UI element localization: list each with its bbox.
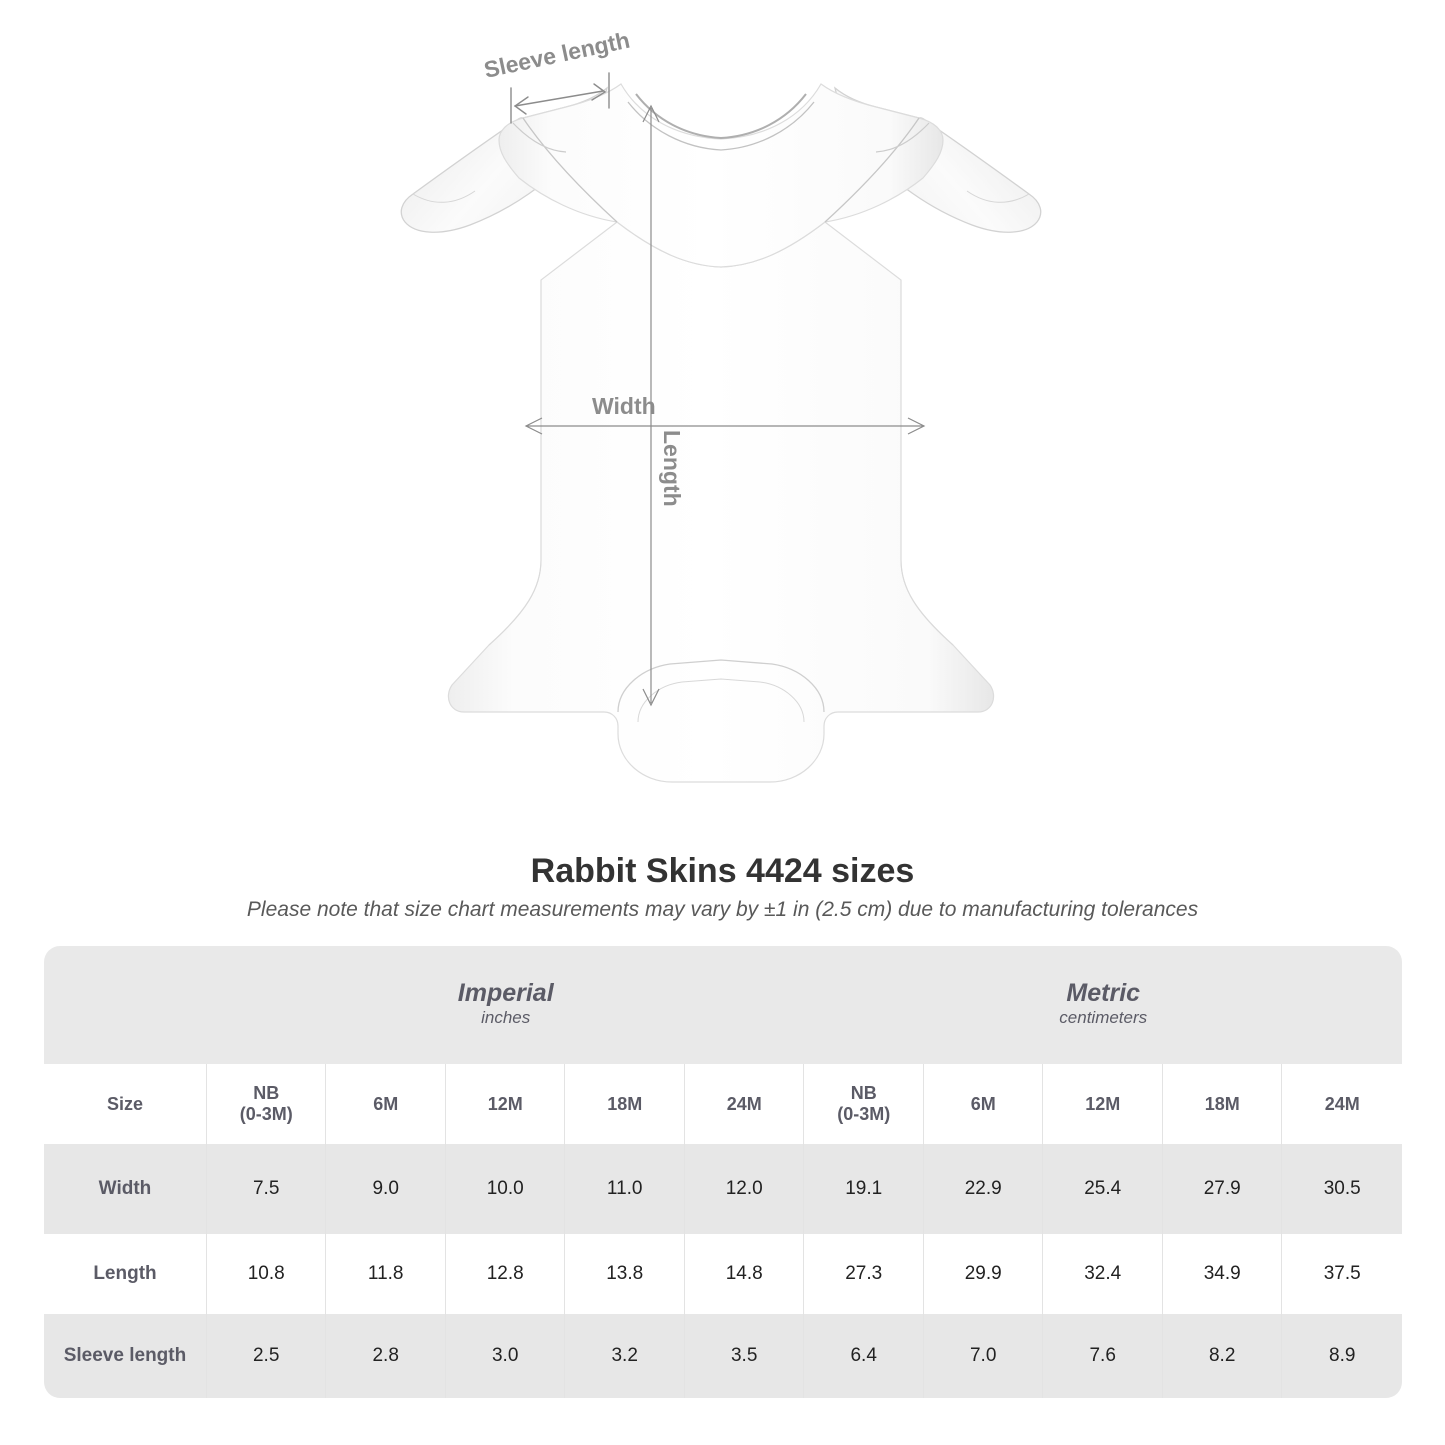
- svg-text:Length: Length: [659, 430, 685, 507]
- svg-text:Width: Width: [592, 393, 656, 419]
